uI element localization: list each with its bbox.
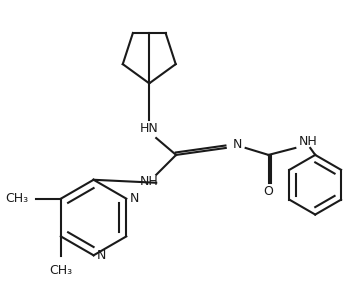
Text: CH₃: CH₃	[49, 264, 73, 277]
Text: NH: NH	[140, 175, 159, 188]
Text: N: N	[233, 138, 242, 152]
Text: O: O	[264, 185, 274, 198]
Text: N: N	[96, 249, 106, 262]
Text: N: N	[129, 192, 139, 205]
Text: HN: HN	[140, 122, 159, 135]
Text: CH₃: CH₃	[5, 192, 28, 205]
Text: NH: NH	[298, 134, 317, 148]
